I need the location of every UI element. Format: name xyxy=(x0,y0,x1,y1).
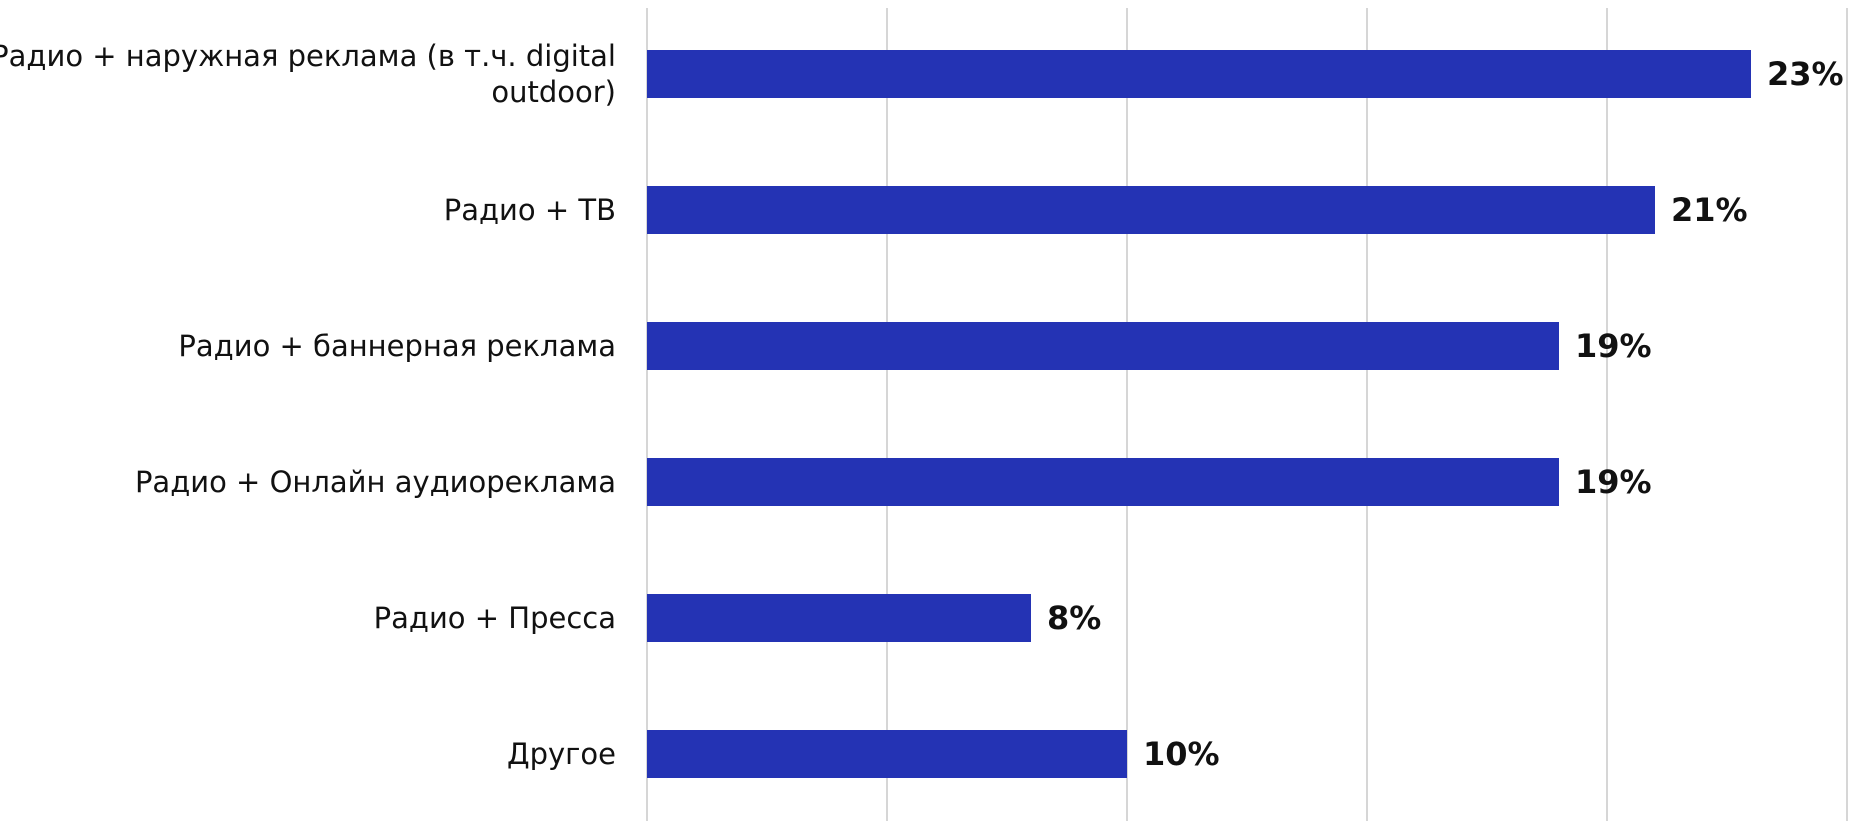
value-label-5: 8% xyxy=(1047,599,1101,637)
category-label-2: Радио + ТВ xyxy=(444,193,616,227)
bars xyxy=(647,50,1751,778)
category-label-1: Радио + наружная реклама (в т.ч. digital… xyxy=(0,39,616,109)
value-label-6: 10% xyxy=(1143,735,1220,773)
value-label-1: 23% xyxy=(1767,55,1844,93)
value-labels: 23% 21% 19% 19% 8% 10% xyxy=(1047,55,1844,773)
bar-5 xyxy=(647,594,1031,642)
grid-lines xyxy=(646,8,1848,821)
value-label-3: 19% xyxy=(1575,327,1652,365)
category-label-6: Другое xyxy=(507,737,616,771)
category-label-4: Радио + Онлайн аудиореклама xyxy=(135,465,616,499)
bar-3 xyxy=(647,322,1559,370)
category-label-3: Радио + баннерная реклама xyxy=(178,329,616,363)
value-label-4: 19% xyxy=(1575,463,1652,501)
bar-2 xyxy=(647,186,1655,234)
category-labels: Радио + наружная реклама (в т.ч. digital… xyxy=(0,39,616,771)
bar-6 xyxy=(647,730,1127,778)
value-label-2: 21% xyxy=(1671,191,1748,229)
bar-4 xyxy=(647,458,1559,506)
category-label-5: Радио + Пресса xyxy=(374,601,616,635)
bar-1 xyxy=(647,50,1751,98)
